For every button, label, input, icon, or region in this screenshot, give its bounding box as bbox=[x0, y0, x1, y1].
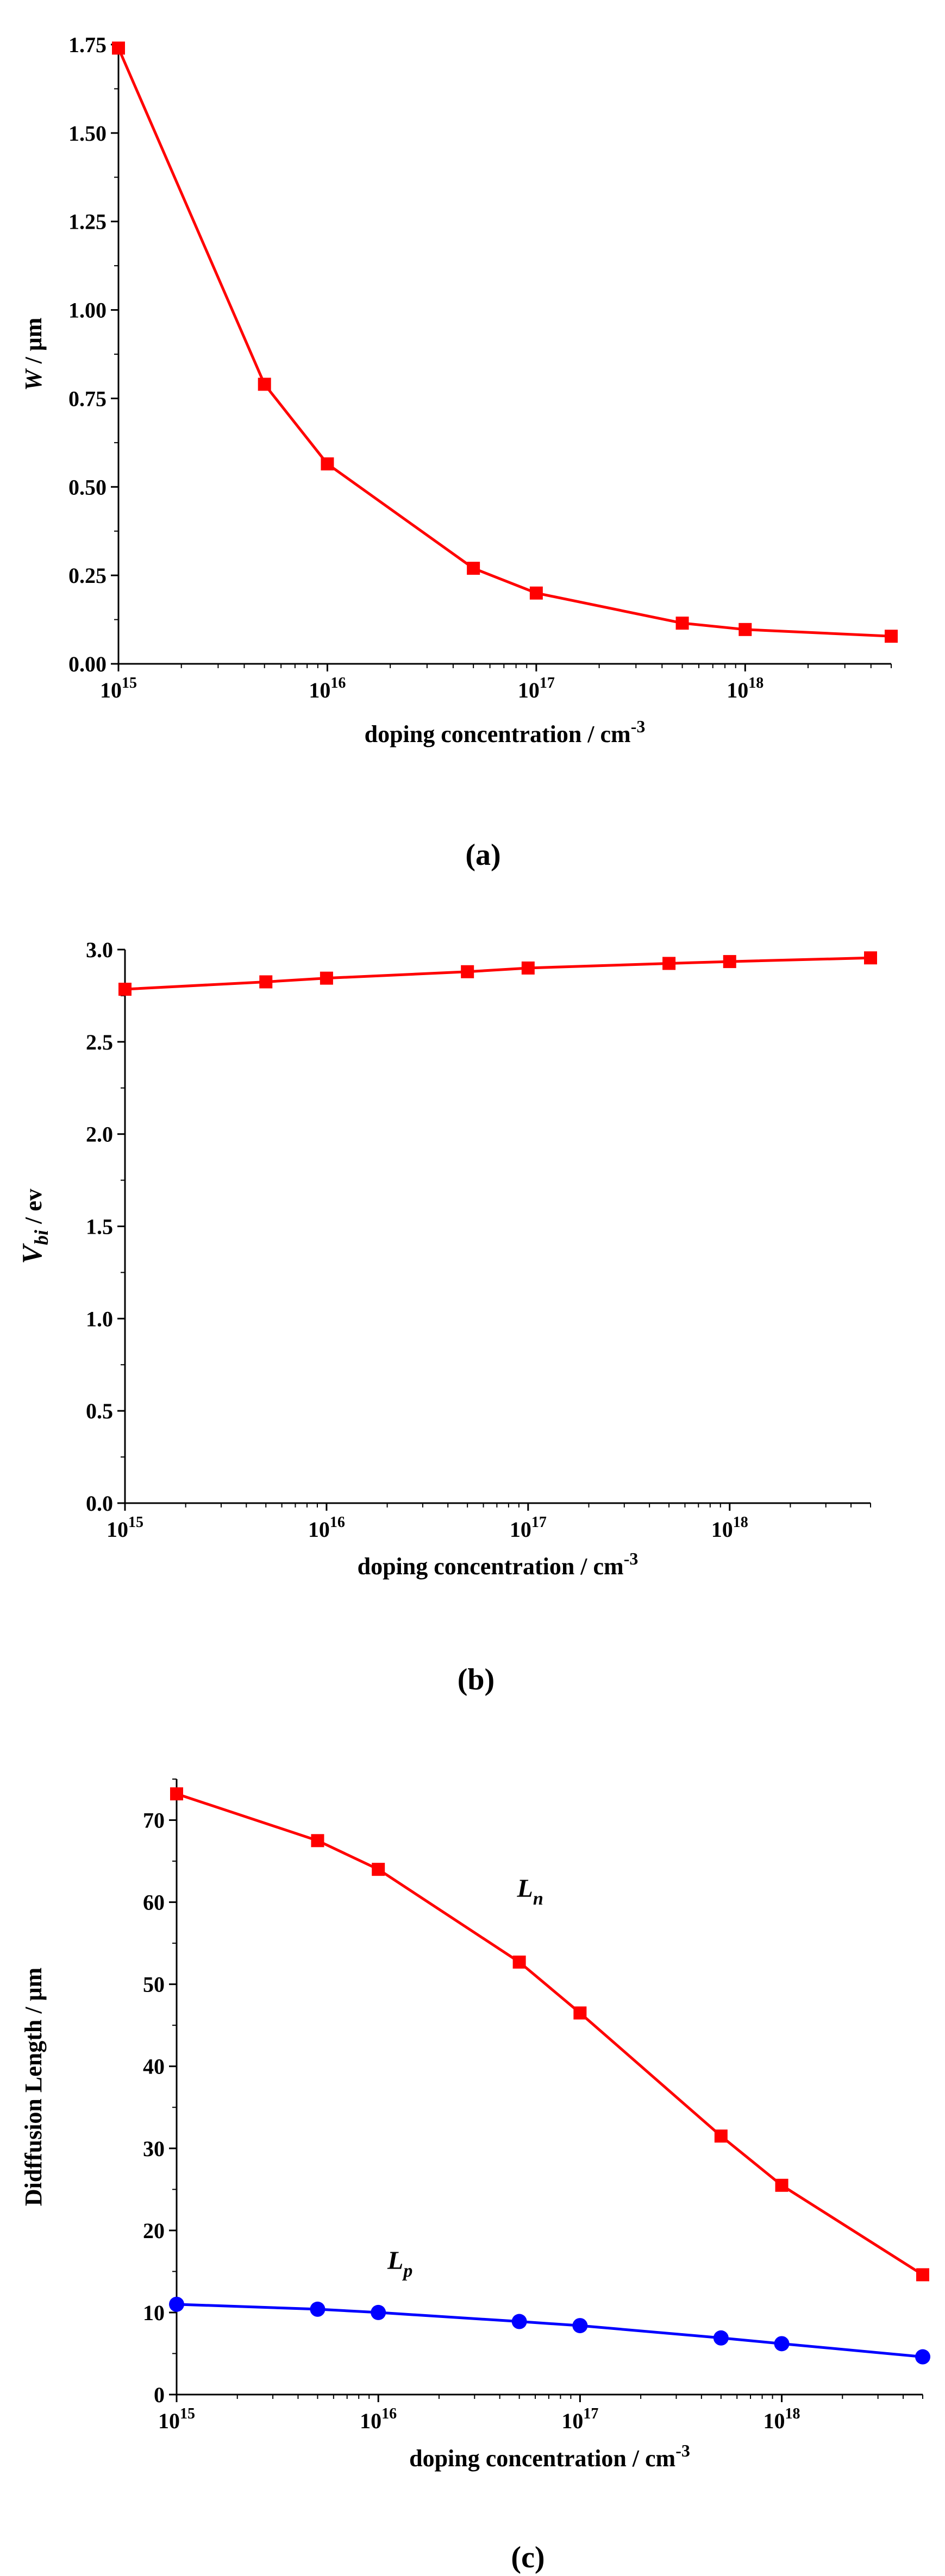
y-tick-label: 10 bbox=[143, 2301, 165, 2325]
data-point bbox=[739, 623, 752, 636]
y-tick-label: 40 bbox=[143, 2054, 165, 2079]
y-tick-label: 0.75 bbox=[68, 386, 107, 411]
data-point bbox=[112, 41, 125, 55]
data-point bbox=[512, 1955, 526, 1969]
y-tick-label: 2.5 bbox=[86, 1030, 113, 1054]
series-line-1 bbox=[124, 956, 871, 991]
data-point bbox=[372, 1863, 385, 1876]
y-tick-label: 1.0 bbox=[86, 1306, 113, 1331]
y-axis-title: Vbi / ev bbox=[17, 1189, 52, 1264]
panel-caption: (c) bbox=[511, 2541, 545, 2574]
y-tick-label: 2.0 bbox=[86, 1122, 113, 1147]
data-point bbox=[864, 951, 877, 965]
panel-caption: (b) bbox=[458, 1663, 495, 1697]
x-axis-title: doping concentration / cm-3 bbox=[358, 1549, 639, 1580]
y-tick-label: 0.00 bbox=[68, 652, 107, 676]
data-point bbox=[916, 2268, 929, 2282]
y-tick-label: 1.5 bbox=[86, 1215, 113, 1239]
series-label-1: Ln bbox=[517, 1874, 543, 1909]
x-tick-label: 1017 bbox=[561, 2405, 598, 2433]
data-point bbox=[713, 2330, 729, 2346]
chart-panel-2: 0.0 0.5 1.0 1.5 2.0 2.5 3.0 1015 1016 1017 1018 dop… bbox=[17, 938, 877, 1697]
x-tick-label: 1015 bbox=[107, 1514, 143, 1542]
y-tick-label: 20 bbox=[143, 2219, 165, 2243]
data-point bbox=[371, 2304, 386, 2320]
series-line-1 bbox=[117, 47, 892, 638]
data-point bbox=[885, 630, 898, 643]
x-tick-label: 1016 bbox=[360, 2405, 397, 2433]
panel-caption: (a) bbox=[465, 838, 500, 872]
data-point bbox=[170, 1787, 183, 1801]
data-point bbox=[311, 1834, 324, 1848]
data-point bbox=[461, 965, 474, 978]
y-tick-label: 1.25 bbox=[68, 210, 107, 234]
data-point bbox=[529, 586, 543, 600]
y-tick-label: 0.25 bbox=[68, 563, 107, 588]
y-tick-label: 0.50 bbox=[68, 475, 107, 499]
data-point bbox=[775, 2178, 788, 2192]
y-tick-label: 3.0 bbox=[86, 938, 113, 962]
y-tick-label: 30 bbox=[143, 2137, 165, 2161]
data-point bbox=[169, 2296, 184, 2312]
data-point bbox=[258, 378, 271, 391]
data-point bbox=[259, 975, 273, 989]
x-tick-label: 1018 bbox=[727, 675, 763, 702]
data-point bbox=[572, 2318, 588, 2334]
x-axis-title: doping concentration / cm-3 bbox=[409, 2441, 690, 2472]
y-tick-label: 0.5 bbox=[86, 1399, 113, 1423]
data-point bbox=[675, 617, 689, 630]
data-point bbox=[915, 2349, 930, 2365]
chart-panel-1: 0.00 0.25 0.50 0.75 1.00 1.25 1.50 1.75 1015 1016… bbox=[20, 33, 898, 872]
y-tick-label: 50 bbox=[143, 1972, 165, 1997]
data-point bbox=[573, 2006, 587, 2020]
chart-panel-3: 0 10 20 30 40 50 60 70 1015 1016 1017 1018 doping co… bbox=[20, 1779, 930, 2574]
x-tick-label: 1015 bbox=[158, 2405, 195, 2433]
data-point bbox=[714, 2129, 728, 2143]
x-tick-label: 1018 bbox=[763, 2405, 800, 2433]
x-tick-label: 1016 bbox=[308, 1514, 345, 1542]
y-tick-label: 1.00 bbox=[68, 298, 107, 323]
data-point bbox=[118, 983, 132, 996]
data-point bbox=[511, 2314, 527, 2329]
x-tick-label: 1018 bbox=[711, 1514, 748, 1542]
x-tick-label: 1015 bbox=[100, 675, 137, 702]
y-axis-title: W / μm bbox=[20, 318, 47, 391]
y-tick-label: 1.50 bbox=[68, 121, 107, 146]
data-point bbox=[467, 562, 480, 575]
data-point bbox=[320, 971, 333, 985]
y-axis-title: Didffusion Length / μm bbox=[20, 1968, 47, 2206]
y-tick-label: 60 bbox=[143, 1890, 165, 1915]
y-tick-label: 70 bbox=[143, 1808, 165, 1833]
y-tick-label: 0.0 bbox=[86, 1491, 113, 1516]
y-tick-label: 1.75 bbox=[68, 33, 107, 57]
series-line-1 bbox=[176, 1792, 924, 2276]
x-tick-label: 1017 bbox=[510, 1514, 547, 1542]
data-point bbox=[321, 457, 334, 470]
y-tick-label: 0 bbox=[154, 2383, 165, 2407]
data-point bbox=[310, 2301, 326, 2317]
data-point bbox=[662, 957, 676, 970]
data-point bbox=[774, 2336, 790, 2352]
data-point bbox=[521, 961, 535, 975]
x-axis-title: doping concentration / cm-3 bbox=[365, 717, 646, 747]
x-tick-label: 1017 bbox=[518, 675, 555, 702]
series-label-2: Lp bbox=[387, 2246, 412, 2281]
x-tick-label: 1016 bbox=[309, 675, 346, 702]
data-point bbox=[723, 955, 736, 969]
series-line-2 bbox=[176, 2303, 923, 2358]
